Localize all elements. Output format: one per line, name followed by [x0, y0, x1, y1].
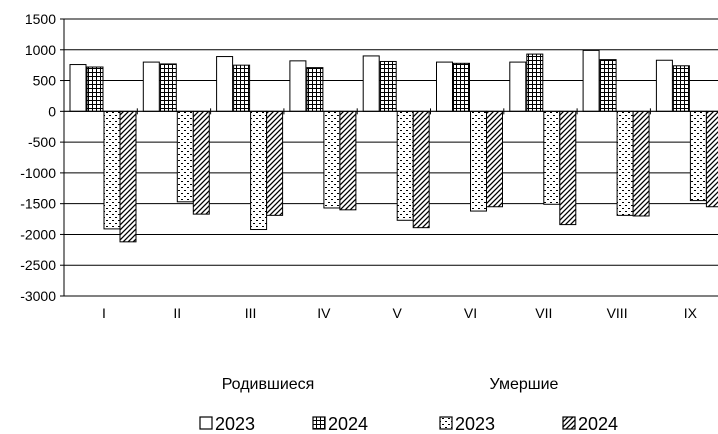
bar-s0-VI: [436, 61, 453, 112]
legend-group-label: Родившиеся: [222, 376, 315, 393]
legend: Родившиеся Умершие 2023 2024 2023 2024: [199, 376, 618, 434]
bar-s2-IV: [323, 110, 341, 209]
legend-label: 2024: [328, 414, 368, 434]
bar-s2-VII: [543, 110, 561, 205]
bar-s3-VIII: [632, 110, 650, 217]
x-tick-label: II: [173, 305, 181, 321]
y-tick-label: 1000: [25, 42, 56, 58]
plot-area: 1500 1000 500 0 -500 -1000 -1500 -2000 -2500 -300…: [20, 11, 718, 321]
bar-s3-III: [266, 110, 284, 216]
bar-s0-V: [362, 55, 380, 112]
y-tick-label: -1000: [20, 165, 56, 181]
legend-swatch: [562, 416, 576, 430]
bar-s0-VII: [509, 61, 527, 112]
legend-label: 2023: [455, 414, 495, 434]
x-tick-label: VIII: [607, 305, 628, 321]
y-tick-label: -500: [28, 134, 56, 150]
bar-s0-I: [69, 64, 87, 112]
bar-s1-IX: [672, 65, 690, 112]
bar-s1-III: [233, 64, 251, 112]
legend-label: 2024: [578, 414, 618, 434]
x-tick-label: V: [393, 305, 403, 321]
bar-s1-VI: [453, 62, 470, 112]
bar-s2-VIII: [616, 110, 634, 216]
bar-s1-II: [159, 63, 177, 112]
x-tick-label: VII: [535, 305, 552, 321]
bar-s0-VIII: [582, 49, 600, 112]
x-tick-label: IV: [317, 305, 331, 321]
legend-group-label: Умершие: [490, 376, 559, 393]
x-tick-label: III: [245, 305, 257, 321]
bar-s1-V: [379, 60, 397, 112]
legend-label: 2023: [215, 414, 255, 434]
bar-s2-I: [103, 110, 121, 230]
bar-s3-VI: [486, 110, 503, 208]
legend-swatch: [199, 416, 213, 430]
y-tick-label: -3000: [20, 288, 56, 304]
bar-s3-VII: [559, 110, 577, 226]
bar-s1-VII: [526, 53, 544, 112]
bar-s3-I: [119, 110, 137, 243]
bar-s0-IX: [655, 59, 673, 112]
bar-s3-V: [412, 110, 430, 229]
legend-swatch: [439, 416, 453, 430]
y-tick-label: -2500: [20, 257, 56, 273]
legend-swatch: [312, 416, 326, 430]
y-tick-label: 1500: [25, 11, 56, 27]
bar-s3-II: [192, 110, 210, 215]
y-tick-label: -2000: [20, 226, 56, 242]
x-tick-label: VI: [464, 305, 477, 321]
x-tick-label: IX: [684, 305, 698, 321]
y-tick-label: 500: [33, 73, 57, 89]
bar-s2-VI: [470, 110, 487, 212]
y-tick-label: 0: [48, 103, 56, 119]
bar-s0-IV: [289, 60, 307, 112]
bar-s2-III: [250, 110, 268, 231]
bar-s2-V: [396, 110, 414, 221]
bar-s3-IX: [705, 110, 718, 208]
bar-s0-II: [142, 61, 160, 112]
bar-s1-IV: [306, 67, 324, 112]
bar-s3-IV: [339, 110, 357, 211]
x-tick-label: I: [102, 305, 106, 321]
bar-s2-IX: [689, 110, 707, 202]
bar-s2-II: [176, 110, 194, 203]
bar-s0-III: [216, 56, 234, 112]
y-tick-label: -1500: [20, 196, 56, 212]
bar-s1-I: [86, 66, 104, 112]
bar-s1-VIII: [599, 59, 617, 112]
